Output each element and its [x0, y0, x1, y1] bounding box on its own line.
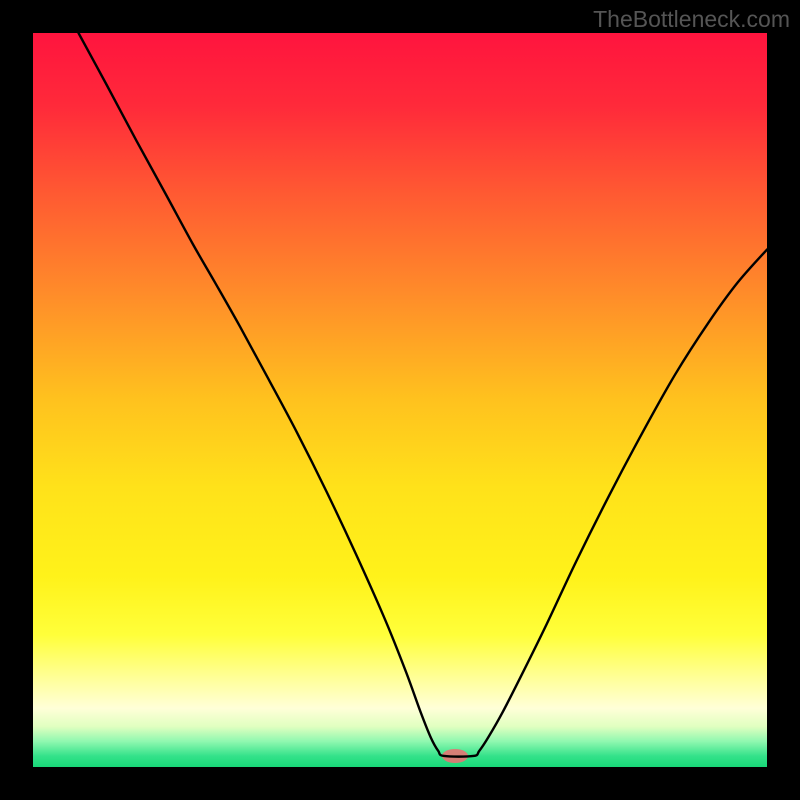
bottleneck-chart: [0, 0, 800, 800]
watermark-text: TheBottleneck.com: [593, 6, 790, 33]
